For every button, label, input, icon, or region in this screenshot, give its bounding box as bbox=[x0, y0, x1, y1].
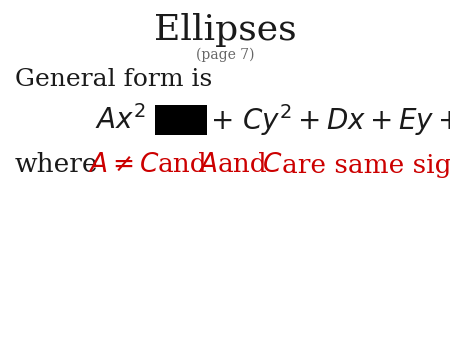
Text: $Ax^2$: $Ax^2$ bbox=[95, 105, 145, 135]
Text: $+ \ Cy^2 + Dx + Ey + F = 0$: $+ \ Cy^2 + Dx + Ey + F = 0$ bbox=[210, 102, 450, 138]
Text: and: and bbox=[158, 152, 207, 177]
Text: $C$: $C$ bbox=[262, 152, 282, 177]
Text: (page 7): (page 7) bbox=[196, 48, 254, 62]
Text: $A \neq C$: $A \neq C$ bbox=[88, 152, 160, 177]
Text: General form is: General form is bbox=[15, 69, 212, 92]
Text: Ellipses: Ellipses bbox=[154, 13, 296, 47]
Text: $A$: $A$ bbox=[198, 152, 218, 177]
Text: and: and bbox=[218, 152, 268, 177]
Bar bbox=[155, 105, 207, 135]
Text: where: where bbox=[15, 152, 99, 177]
Text: are same sign: are same sign bbox=[282, 152, 450, 177]
